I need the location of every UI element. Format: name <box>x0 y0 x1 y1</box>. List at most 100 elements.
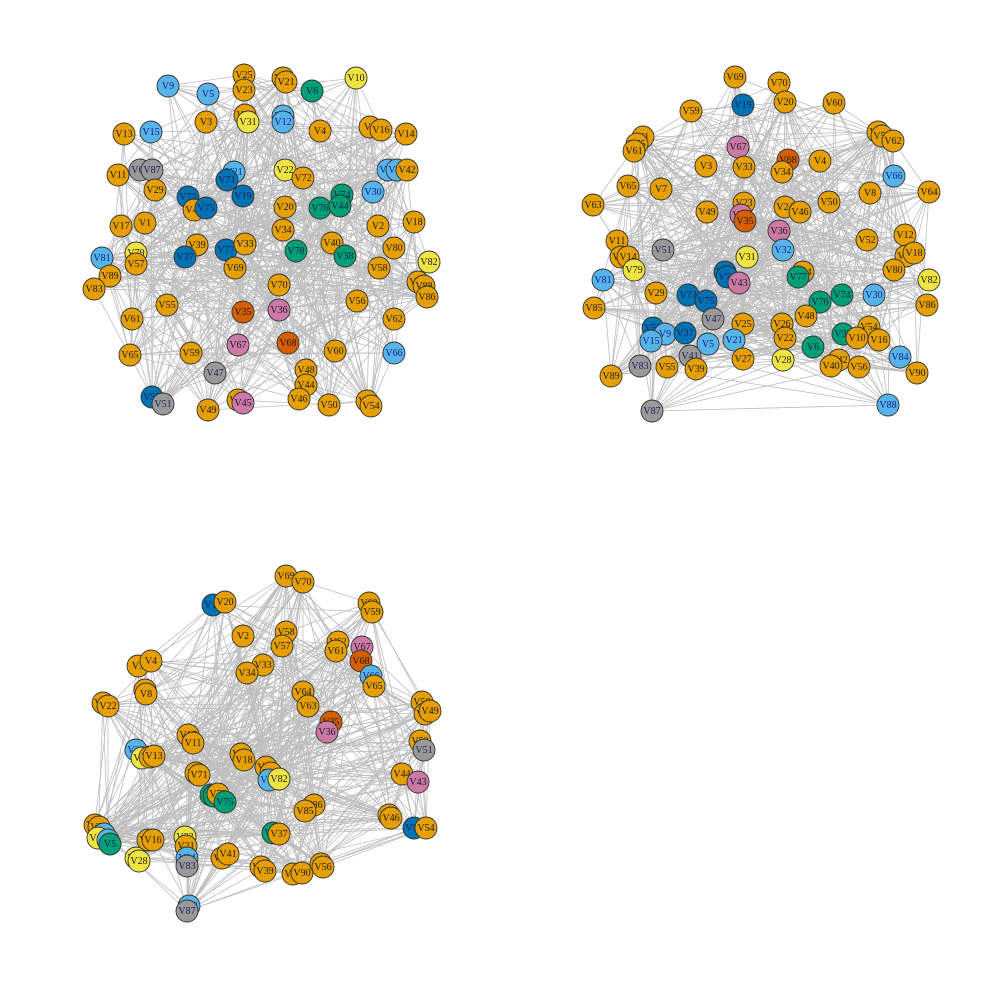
node-circle <box>175 854 199 878</box>
node-v13: V13 <box>142 744 166 768</box>
node-v64: V64 <box>917 180 941 204</box>
node-circle <box>822 91 846 115</box>
node-circle <box>917 268 941 292</box>
node-label: V20 <box>276 202 293 213</box>
node-v22: V22 <box>96 694 120 718</box>
edge <box>610 202 745 377</box>
node-circle <box>139 649 163 673</box>
edge <box>93 255 346 290</box>
node-label: V71 <box>218 175 235 186</box>
node-v80: V80 <box>382 236 406 260</box>
edge <box>298 296 428 400</box>
node-label: V33 <box>236 239 253 250</box>
node-v60: V60 <box>323 339 347 363</box>
node-circle <box>231 300 255 324</box>
edge <box>167 74 245 87</box>
node-circle <box>684 357 708 381</box>
node-label: V90 <box>293 868 310 879</box>
node-circle <box>300 79 324 103</box>
node-v85: V85 <box>293 799 317 823</box>
node-circle <box>382 341 406 365</box>
edge <box>137 665 309 707</box>
node-circle <box>317 393 341 417</box>
edge <box>292 646 363 875</box>
node-label: V38 <box>336 251 353 262</box>
edge <box>225 249 368 402</box>
node-v37: V37 <box>173 245 197 269</box>
node-circle <box>855 228 879 252</box>
node-v11: V11 <box>106 163 130 187</box>
node-label: V20 <box>776 97 793 108</box>
node-v58: V58 <box>367 256 391 280</box>
edge <box>742 104 883 137</box>
node-v88: V88 <box>876 393 900 417</box>
node-label: V30 <box>865 290 882 301</box>
node-circle <box>231 184 255 208</box>
node-circle <box>223 256 247 280</box>
node-v77: V77 <box>786 265 810 289</box>
edge <box>94 705 109 826</box>
edge <box>109 275 307 371</box>
node-label: V72 <box>294 173 311 184</box>
node-label: V45 <box>234 398 251 409</box>
node-label: V29 <box>647 288 664 299</box>
edge <box>107 705 426 715</box>
node-v69: V69 <box>223 256 247 280</box>
node-circle <box>308 119 332 143</box>
node-label: V26 <box>773 319 790 330</box>
node-circle <box>369 118 393 142</box>
node-v52: V52 <box>855 228 879 252</box>
node-circle <box>727 271 751 295</box>
node-label: V66 <box>385 348 402 359</box>
edge <box>192 742 403 775</box>
node-label: V57 <box>127 259 144 270</box>
node-circle <box>361 180 385 204</box>
edge <box>726 239 868 278</box>
edge <box>334 281 419 352</box>
node-label: V23 <box>235 85 252 96</box>
node-v87: V87 <box>175 899 199 923</box>
node-circle <box>362 674 386 698</box>
edge <box>642 131 879 138</box>
node-label: V80 <box>885 265 902 276</box>
node-v16: V16 <box>867 328 891 352</box>
node-label: V21 <box>725 335 742 346</box>
node-v59: V59 <box>360 600 384 624</box>
node-circle <box>287 387 311 411</box>
edge <box>662 171 783 251</box>
node-label: V65 <box>121 350 138 361</box>
node-v54: V54 <box>359 394 383 418</box>
node-label: V79 <box>625 265 642 276</box>
edge <box>425 710 431 829</box>
node-circle <box>127 849 151 873</box>
node-circle <box>888 345 912 369</box>
edge <box>242 300 358 313</box>
edge <box>144 222 430 263</box>
edge <box>117 174 368 402</box>
node-v34: V34 <box>271 218 295 242</box>
node-label: V7 <box>655 184 667 195</box>
edge <box>135 650 337 751</box>
node-label: V43 <box>730 278 747 289</box>
node-label: V66 <box>885 171 902 182</box>
node-label: V54 <box>362 401 379 412</box>
node-label: V57 <box>273 641 290 652</box>
node-circle <box>232 748 256 772</box>
node-label: V82 <box>920 275 937 286</box>
edge <box>690 110 883 137</box>
node-circle <box>324 639 348 663</box>
node-label: V61 <box>625 146 642 157</box>
edge <box>602 279 612 377</box>
node-v3: V3 <box>694 154 718 178</box>
node-label: V34 <box>274 225 291 236</box>
node-v82: V82 <box>917 268 941 292</box>
edge <box>593 230 780 309</box>
node-label: V36 <box>318 727 335 738</box>
edge <box>778 230 895 271</box>
edge <box>616 214 742 242</box>
node-circle <box>882 164 906 188</box>
node-v20: V20 <box>773 90 797 114</box>
node-v47: V47 <box>701 307 725 331</box>
node-label: V87 <box>178 906 195 917</box>
node-v30: V30 <box>361 180 385 204</box>
